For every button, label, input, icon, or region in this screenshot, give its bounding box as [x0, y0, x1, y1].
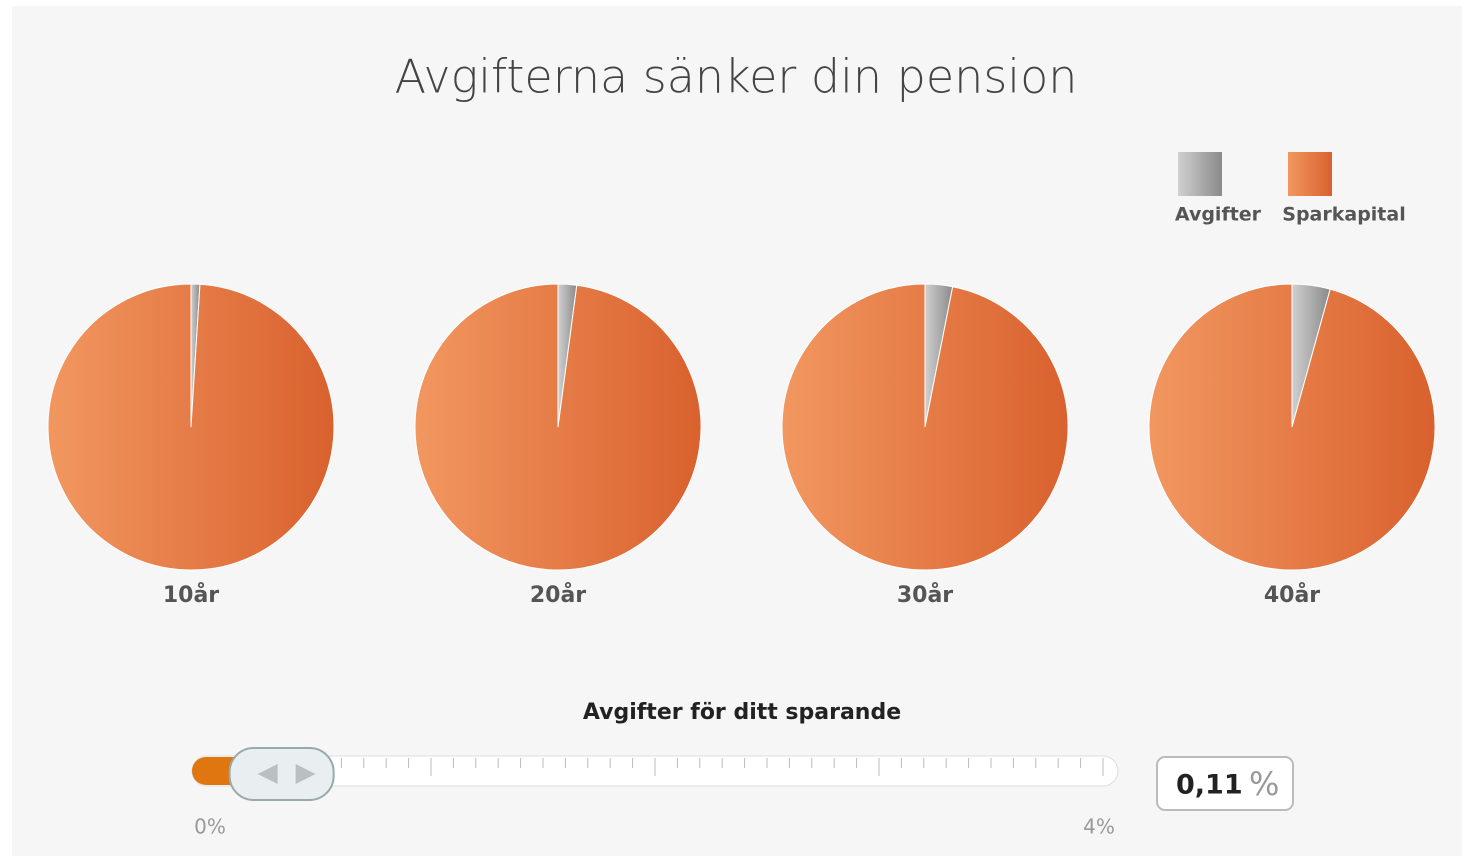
legend-label: Sparkapital — [1282, 204, 1405, 226]
pie-label: 30år — [897, 582, 953, 608]
slider-min: 0% — [194, 815, 226, 839]
legend-label: Avgifter — [1175, 204, 1262, 226]
thumb-arrow-left — [257, 764, 278, 784]
slider-max: 4% — [1083, 815, 1115, 839]
thumb-body — [228, 747, 335, 801]
legend-swatch — [1178, 152, 1222, 196]
slider-thumb[interactable] — [228, 747, 335, 801]
pie-slice — [47, 283, 335, 571]
pie-slice — [414, 283, 702, 571]
value-unit: % — [1249, 765, 1279, 803]
pie-slice — [781, 283, 1069, 571]
value-text: 0,11 — [1176, 770, 1243, 801]
pie-label: 40år — [1264, 582, 1320, 608]
pie-label: 10år — [163, 582, 219, 608]
slider-label: Avgifter för ditt sparande — [583, 700, 901, 725]
slider[interactable] — [191, 747, 1119, 801]
title: Avgifterna sänker din pension — [395, 50, 1078, 104]
pie-label: 20år — [530, 582, 586, 608]
thumb-arrow-right — [295, 764, 316, 784]
pie-slice — [1148, 283, 1436, 571]
value-input[interactable] — [1156, 756, 1294, 811]
legend-swatch — [1288, 152, 1332, 196]
